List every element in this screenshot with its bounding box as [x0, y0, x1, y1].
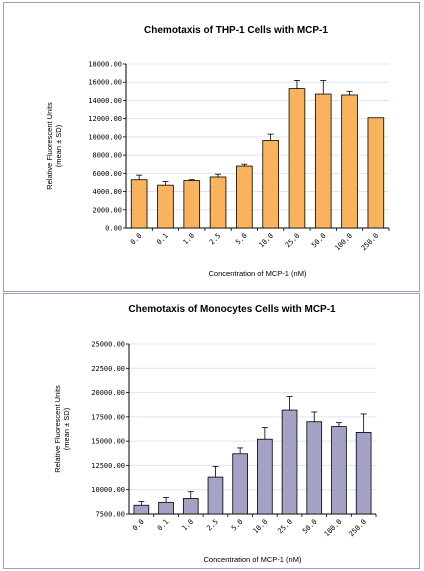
bar	[257, 438, 273, 515]
bar	[262, 140, 279, 229]
chart-panel-monocytes: Chemotaxis of Monocytes Cells with MCP-1…	[3, 293, 420, 569]
bar	[314, 93, 332, 229]
y-tick-label: 14000.00	[88, 97, 122, 105]
y-tick-label: 12000.00	[88, 115, 122, 123]
x-axis-label: Concentration of MCP-1 (nM)	[209, 269, 307, 278]
y-tick-label: 10000.00	[91, 486, 125, 494]
y-tick-label: 6000.00	[92, 170, 122, 178]
bar	[355, 431, 372, 515]
x-tick-label: 0.0	[129, 232, 144, 247]
x-tick-label: 250.0	[360, 232, 381, 253]
x-tick-label: 0.1	[156, 518, 171, 533]
x-tick-label: 0.0	[131, 518, 146, 533]
bar	[158, 501, 174, 515]
y-tick-label: 2000.00	[92, 206, 122, 214]
y-axis-label-sub: (mean ± SD)	[62, 407, 71, 450]
x-tick-label: 50.0	[301, 518, 319, 536]
bar	[130, 179, 148, 229]
bar	[157, 184, 174, 229]
chart-title: Chemotaxis of THP-1 Cells with MCP-1	[144, 25, 328, 36]
y-axis-label: Relative Fluorescent Units	[45, 102, 54, 190]
x-tick-label: 5.0	[230, 518, 245, 533]
y-tick-label: 22500.00	[91, 365, 125, 373]
y-axis-label-sub: (mean ± SD)	[54, 124, 63, 167]
x-tick-label: 1.0	[182, 232, 197, 247]
bar	[133, 504, 150, 515]
bar	[367, 117, 385, 229]
x-tick-label: 2.5	[205, 518, 220, 533]
x-tick-label: 250.0	[348, 518, 369, 539]
bar	[331, 426, 347, 515]
chart-title: Chemotaxis of Monocytes Cells with MCP-1	[128, 304, 336, 315]
y-tick-label: 18000.00	[88, 61, 122, 69]
y-tick-label: 12500.00	[91, 462, 125, 470]
y-tick-label: 0.00	[105, 225, 122, 233]
y-tick-label: 4000.00	[92, 188, 122, 196]
x-tick-label: 100.0	[333, 232, 354, 253]
bar	[232, 453, 248, 515]
x-axis-label: Concentration of MCP-1 (nM)	[204, 555, 302, 564]
y-tick-label: 8000.00	[92, 152, 122, 160]
bar	[341, 94, 358, 229]
y-tick-label: 20000.00	[91, 389, 125, 397]
y-tick-label: 25000.00	[91, 341, 125, 349]
bar	[182, 498, 199, 515]
y-tick-label: 16000.00	[88, 79, 122, 87]
y-axis-label: Relative Fluorescent Units	[53, 385, 62, 473]
x-tick-label: 100.0	[323, 518, 344, 539]
bar	[288, 88, 306, 229]
x-tick-label: 25.0	[276, 518, 294, 536]
bar	[207, 476, 224, 515]
chart-monocytes: Chemotaxis of Monocytes Cells with MCP-1…	[53, 304, 377, 564]
bar	[209, 176, 227, 229]
chart-panel-thp1: Chemotaxis of THP-1 Cells with MCP-1 0.00…	[3, 2, 420, 292]
x-tick-label: 25.0	[284, 232, 302, 250]
x-tick-label: 0.1	[155, 232, 170, 247]
chart-thp1: Chemotaxis of THP-1 Cells with MCP-10.00…	[45, 25, 390, 278]
y-tick-label: 7500.00	[95, 511, 125, 519]
x-tick-label: 2.5	[208, 232, 223, 247]
y-tick-label: 15000.00	[91, 438, 125, 446]
x-tick-label: 5.0	[234, 232, 249, 247]
y-tick-label: 17500.00	[91, 413, 125, 421]
y-tick-label: 10000.00	[88, 133, 122, 141]
x-tick-label: 10.0	[252, 518, 270, 536]
x-tick-label: 10.0	[257, 232, 275, 250]
bar	[236, 165, 253, 229]
x-tick-label: 1.0	[181, 518, 196, 533]
bar	[281, 409, 298, 515]
bar	[183, 180, 201, 229]
bar	[306, 421, 323, 515]
x-tick-label: 50.0	[310, 232, 328, 250]
